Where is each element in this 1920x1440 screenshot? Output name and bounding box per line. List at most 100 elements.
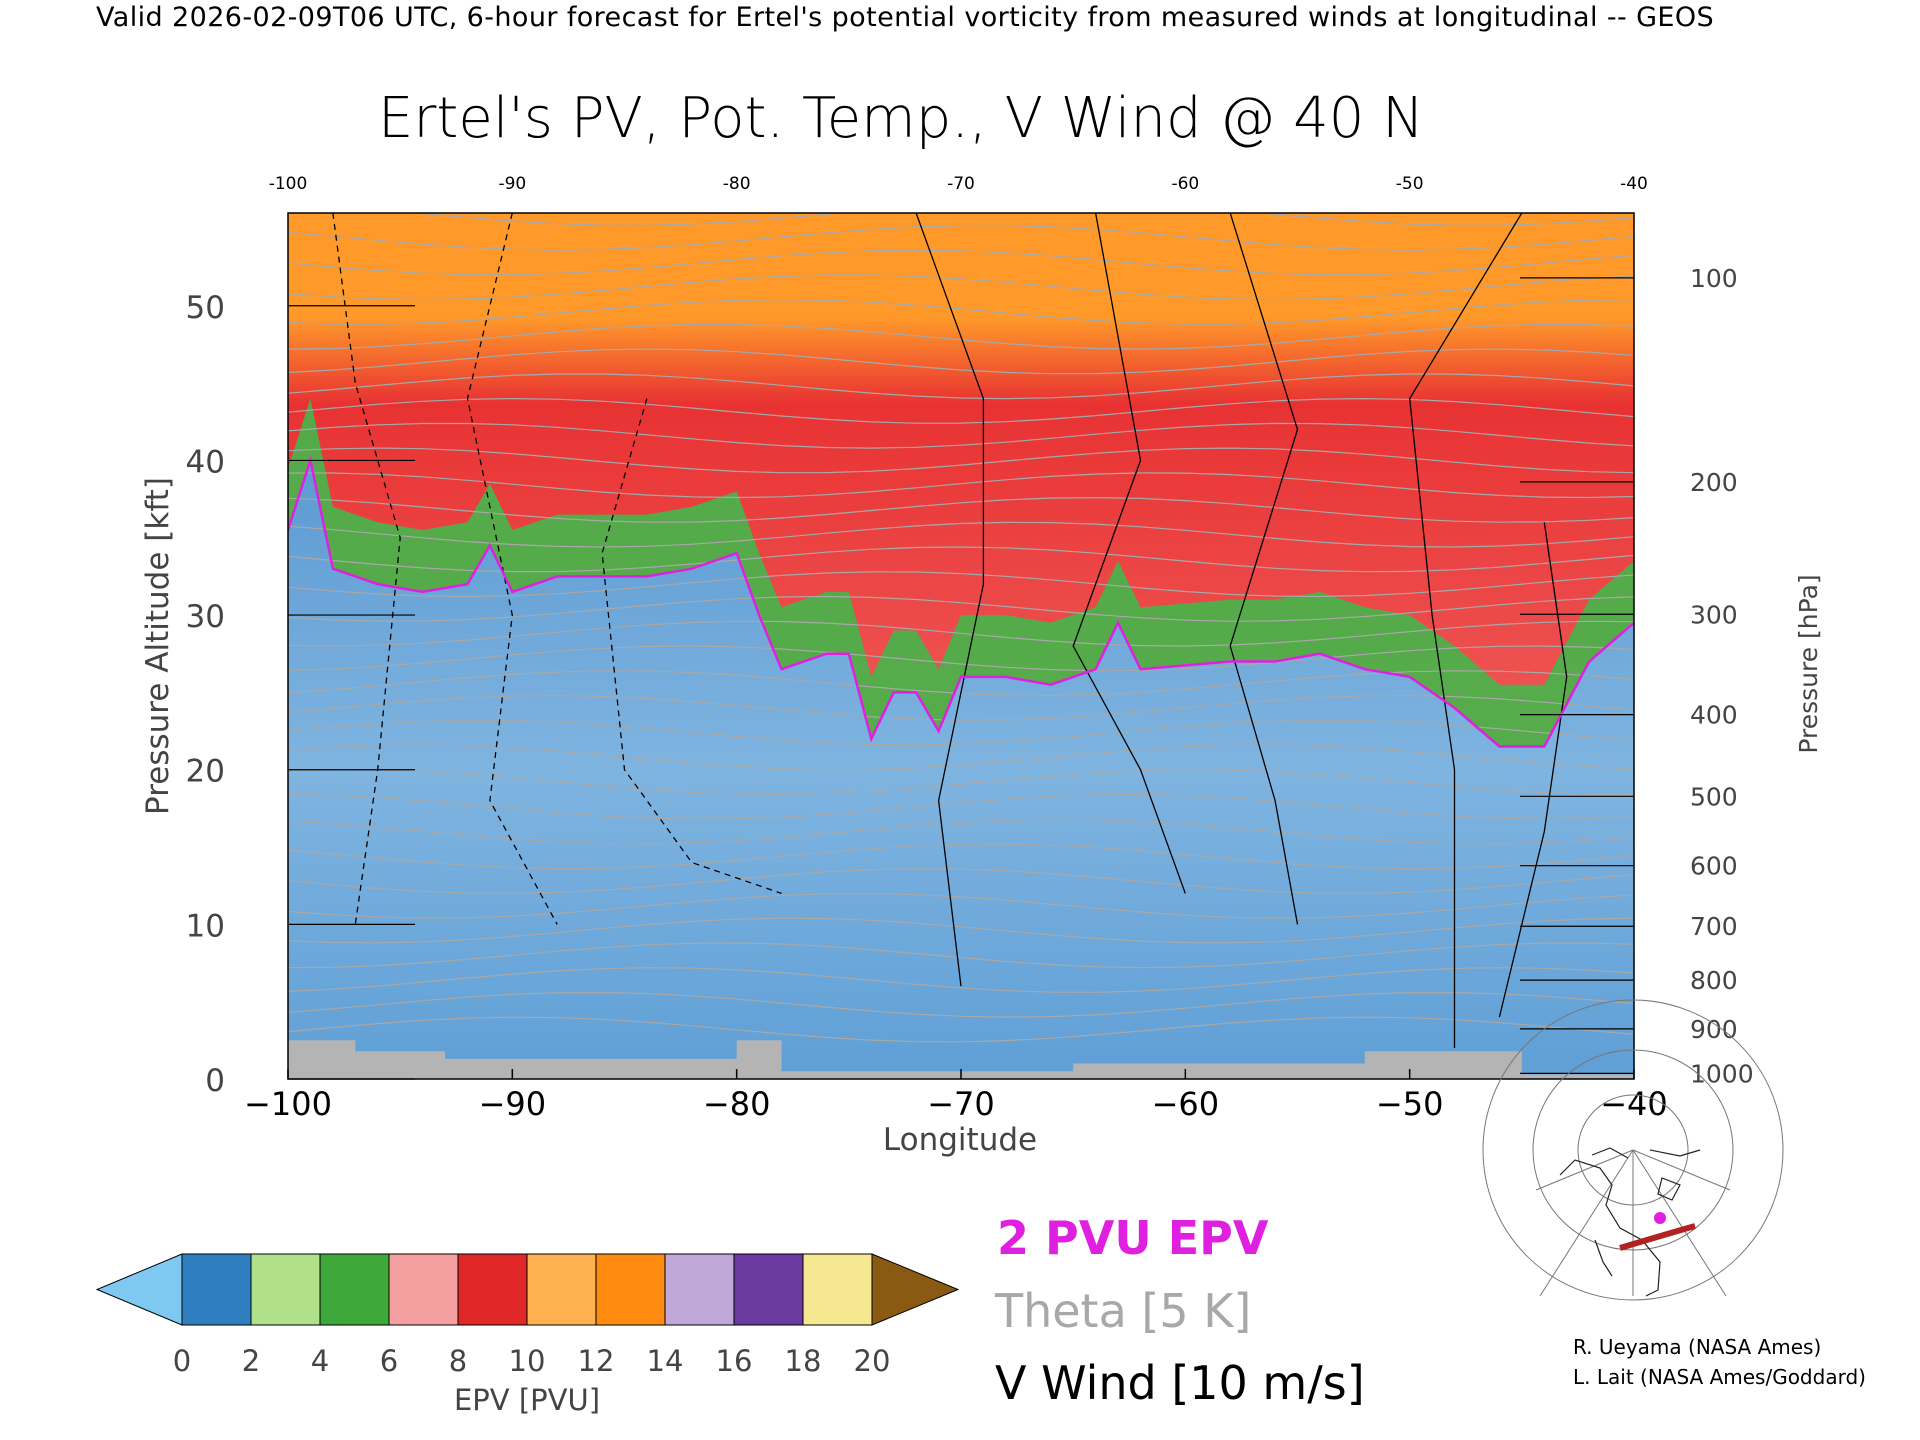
- x-tick-label: −40: [1600, 1085, 1668, 1123]
- y-right-tick-label: 300: [1690, 600, 1738, 629]
- colorbar-tick-label: 8: [449, 1344, 467, 1378]
- colorbar-tick-label: 4: [311, 1344, 329, 1378]
- theta-contour-line: [288, 991, 1634, 1018]
- x-top-tick-label: -70: [947, 174, 975, 194]
- chart-title: Ertel's PV, Pot. Temp., V Wind @ 40 N: [378, 86, 1425, 151]
- theta-contour-line: [288, 793, 1634, 820]
- theta-contour-line: [288, 348, 1634, 375]
- colorbar-tick-label: 12: [578, 1344, 615, 1378]
- y-left-tick-label: 40: [186, 444, 225, 480]
- theta-contour-line: [288, 496, 1634, 523]
- theta-contour-line: [410, 213, 1634, 226]
- north-polar-map: [1482, 999, 1784, 1301]
- y-right-tick-label: 900: [1690, 1015, 1738, 1044]
- y-left-tick-label: 10: [186, 908, 225, 944]
- theta-contour-line: [288, 769, 1634, 796]
- credit-line-2: L. Lait (NASA Ames/Goddard): [1573, 1365, 1866, 1389]
- theta-contour-line: [288, 546, 1634, 573]
- theta-contour-line: [288, 843, 1634, 870]
- map-cross-section-track: [1619, 1223, 1696, 1251]
- colorbar-tick-label: 20: [854, 1344, 891, 1378]
- colorbar-band: [526, 1253, 597, 1326]
- colorbar: 0 2 4 6 8 10 12 14 16 18 20 EPV [PVU]: [95, 1253, 960, 1417]
- colorbar-band: [181, 1253, 252, 1326]
- map-flight-marker: [1654, 1212, 1666, 1224]
- x-tick-label: −90: [479, 1085, 547, 1123]
- theta-contour-line: [288, 298, 1634, 325]
- colorbar-band: [319, 1253, 390, 1326]
- colorbar-band: [733, 1253, 804, 1326]
- legend: 2 PVU EPV Theta [5 K] V Wind [10 m/s]: [994, 1211, 1365, 1410]
- theta-contour-line: [288, 917, 1634, 944]
- theta-contour-line: [288, 694, 1634, 721]
- colorbar-band: [664, 1253, 735, 1326]
- theta-contours: [288, 213, 1634, 1043]
- x-top-tick-label: -90: [498, 174, 526, 194]
- y-left-tick-label: 30: [186, 599, 225, 635]
- colorbar-band: [595, 1253, 666, 1326]
- theta-contour-line: [288, 1016, 1634, 1043]
- theta-contour-line: [288, 620, 1634, 647]
- colorbar-bands: [181, 1253, 873, 1326]
- axes: −100 -100 −90 -90 −80 -80 −70 -70 −60 -60 −50 -50 −4…: [140, 174, 1823, 1158]
- v-wind-contour-line: [1498, 522, 1568, 1018]
- colorbar-tick-label: 6: [380, 1344, 398, 1378]
- map-coastlines: [1559, 1147, 1701, 1297]
- x-tick-label: −80: [703, 1085, 771, 1123]
- legend-v-wind: V Wind [10 m/s]: [995, 1356, 1365, 1410]
- y-right-axis-label: Pressure [hPa]: [1794, 574, 1823, 753]
- v-wind-contour-line: [1072, 213, 1186, 894]
- colorbar-tick-label: 18: [785, 1344, 822, 1378]
- colorbar-tick-label: 10: [509, 1344, 546, 1378]
- y-right-tick-label: 500: [1690, 782, 1738, 811]
- epv-4-6-pvu-band: [288, 398, 1634, 747]
- map-latitude-ring: [1482, 999, 1784, 1301]
- theta-contour-line: [288, 373, 1634, 400]
- x-top-tick-label: -100: [269, 174, 308, 194]
- y-left-tick-label: 20: [186, 754, 225, 790]
- colorbar-band: [457, 1253, 528, 1326]
- x-top-tick-label: -50: [1396, 174, 1424, 194]
- colorbar-tick-label: 0: [173, 1344, 191, 1378]
- v-wind-contour-line: [466, 213, 558, 925]
- colorbar-band: [802, 1253, 873, 1326]
- theta-contour-line: [288, 249, 1634, 276]
- y-right-tick-label: 100: [1690, 264, 1738, 293]
- theta-contour-line: [288, 422, 1634, 449]
- colorbar-low-extend: [95, 1253, 183, 1326]
- y-left-tick-label: 50: [186, 290, 225, 326]
- colorbar-tick-label: 2: [242, 1344, 260, 1378]
- y-right-tick-label: 700: [1690, 912, 1738, 941]
- theta-contour-line: [288, 274, 1634, 301]
- theta-contour-line: [288, 323, 1634, 350]
- terrain-mask: [288, 1040, 1634, 1079]
- x-tick-label: −70: [927, 1085, 995, 1123]
- v-wind-contour-line: [915, 213, 985, 987]
- theta-contour-line: [288, 521, 1634, 548]
- theta-contour-line: [288, 892, 1634, 919]
- legend-epv: 2 PVU EPV: [997, 1211, 1269, 1265]
- x-top-tick-label: -80: [723, 174, 751, 194]
- colorbar-ticks: 0 2 4 6 8 10 12 14 16 18 20: [173, 1344, 891, 1378]
- theta-contour-line: [288, 224, 1634, 251]
- theta-contour-line: [288, 868, 1634, 895]
- epv-2pvu-contour: [288, 455, 1634, 748]
- v-wind-contour-line: [1409, 213, 1523, 1049]
- v-wind-contour-line: [1229, 213, 1299, 925]
- y-left-axis-label: Pressure Altitude [kft]: [140, 477, 176, 815]
- colorbar-label: EPV [PVU]: [454, 1383, 600, 1417]
- y-left-tick-label: 0: [205, 1063, 225, 1099]
- x-tick-label: −100: [244, 1085, 332, 1123]
- y-right-tick-label: 600: [1690, 852, 1738, 881]
- credit-line-1: R. Ueyama (NASA Ames): [1573, 1335, 1821, 1359]
- plot-area: [288, 213, 1634, 1079]
- colorbar-band: [388, 1253, 459, 1326]
- y-right-tick-label: 400: [1690, 701, 1738, 730]
- x-top-tick-label: -40: [1620, 174, 1648, 194]
- theta-contour-line: [288, 818, 1634, 845]
- x-tick-label: −50: [1376, 1085, 1444, 1123]
- y-right-tick-label: 800: [1690, 966, 1738, 995]
- x-tick-label: −60: [1152, 1085, 1220, 1123]
- x-top-tick-label: -60: [1171, 174, 1199, 194]
